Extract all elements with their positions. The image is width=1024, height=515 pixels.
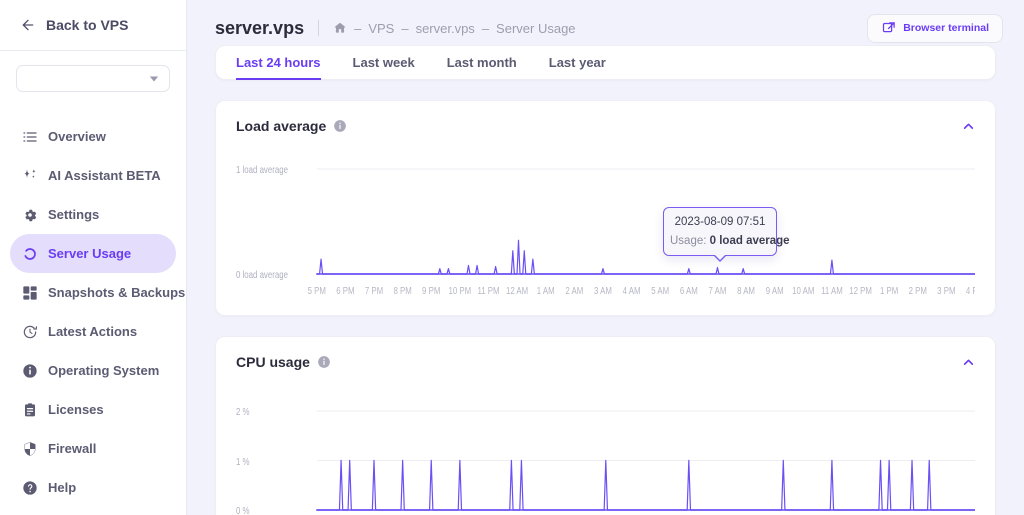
svg-text:6 AM: 6 AM <box>680 285 698 296</box>
svg-text:1 %: 1 % <box>236 456 250 467</box>
svg-text:2 PM: 2 PM <box>909 285 927 296</box>
svg-text:0 load average: 0 load average <box>236 269 288 280</box>
svg-text:5 AM: 5 AM <box>651 285 669 296</box>
svg-text:11 AM: 11 AM <box>821 285 843 296</box>
svg-text:12 PM: 12 PM <box>849 285 872 296</box>
svg-text:1 load average: 1 load average <box>236 164 288 175</box>
svg-text:2 AM: 2 AM <box>565 285 583 296</box>
svg-text:6 PM: 6 PM <box>336 285 354 296</box>
svg-text:3 AM: 3 AM <box>594 285 612 296</box>
svg-text:1 AM: 1 AM <box>537 285 555 296</box>
svg-text:3 PM: 3 PM <box>937 285 955 296</box>
svg-text:8 AM: 8 AM <box>737 285 755 296</box>
svg-text:5 PM: 5 PM <box>308 285 326 296</box>
svg-text:4 AM: 4 AM <box>623 285 641 296</box>
svg-text:7 AM: 7 AM <box>709 285 727 296</box>
svg-text:0 %: 0 % <box>236 505 250 515</box>
svg-text:7 PM: 7 PM <box>365 285 383 296</box>
svg-text:9 AM: 9 AM <box>766 285 784 296</box>
svg-text:11 PM: 11 PM <box>477 285 499 296</box>
svg-text:12 AM: 12 AM <box>506 285 528 296</box>
svg-text:2 %: 2 % <box>236 406 250 417</box>
svg-text:4 PM: 4 PM <box>966 285 975 296</box>
svg-text:10 AM: 10 AM <box>792 285 814 296</box>
svg-text:1 PM: 1 PM <box>880 285 898 296</box>
svg-text:10 PM: 10 PM <box>449 285 472 296</box>
svg-text:8 PM: 8 PM <box>393 285 411 296</box>
svg-text:9 PM: 9 PM <box>422 285 440 296</box>
